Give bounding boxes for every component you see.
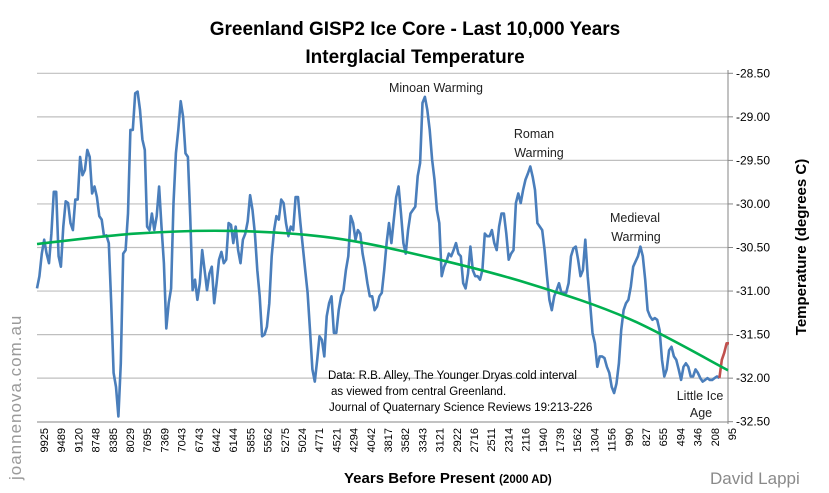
x-tick-label: 2922 <box>452 428 464 452</box>
x-tick-label: 8748 <box>91 428 103 452</box>
annotation-roman-line-1: Roman <box>514 127 554 141</box>
y-tick-label: -31.50 <box>736 328 770 342</box>
y-tick-label: -28.50 <box>736 66 770 80</box>
x-tick-label: 9489 <box>56 428 68 452</box>
x-tick-label: 4042 <box>366 428 378 452</box>
x-axis-title-main: Years Before Present <box>344 470 495 487</box>
x-tick-label: 3582 <box>400 428 412 452</box>
x-tick-label: 3817 <box>383 428 395 452</box>
x-tick-label: 1739 <box>555 428 567 452</box>
x-tick-label: 655 <box>658 428 670 446</box>
y-tick-label: -32.50 <box>736 415 770 429</box>
x-tick-label: 7043 <box>177 428 189 452</box>
x-tick-label: 5855 <box>245 428 257 452</box>
annotation-roman-line-2: Warming <box>514 146 564 160</box>
x-tick-label: 5562 <box>263 428 275 452</box>
x-tick-label: 5024 <box>297 428 309 452</box>
y-tick-label: -29.00 <box>736 110 770 124</box>
trend-line <box>36 229 729 372</box>
x-tick-labels: 9925 9489 9120 8748 8385 8029 7695 7369 7043 6743… <box>39 428 739 452</box>
annotation-little-ice-age-line-1: Little Ice <box>677 389 724 403</box>
x-tick-label: 8029 <box>125 428 137 452</box>
annotation-medieval-line-1: Medieval <box>610 211 660 225</box>
x-tick-label: 4521 <box>331 428 343 452</box>
y-tick-label: -30.50 <box>736 241 770 255</box>
x-axis-title: Years Before Present (2000 AD) <box>344 470 552 487</box>
source-note-line-2: as viewed from central Greenland. <box>331 386 506 398</box>
y-tick-labels: -28.50 -29.00 -29.50 -30.00 -30.50 -31.00 -31.… <box>736 66 770 428</box>
temperature-series-line <box>35 90 721 418</box>
x-tick-label: 6144 <box>228 428 240 452</box>
x-tick-label: 2116 <box>521 428 533 452</box>
x-tick-label: 1156 <box>607 428 619 452</box>
y-tick-label: -31.00 <box>736 284 770 298</box>
x-tick-label: 1562 <box>572 428 584 452</box>
series-lines <box>35 90 729 418</box>
x-tick-label: 3343 <box>417 428 429 452</box>
x-tick-label: 6743 <box>194 428 206 452</box>
y-axis-title: Temperature (degrees C) <box>793 159 810 335</box>
x-tick-label: 827 <box>641 428 653 446</box>
x-tick-label: 2716 <box>469 428 481 452</box>
x-axis-title-suffix: (2000 AD) <box>499 474 552 486</box>
y-tick-label: -30.00 <box>736 197 770 211</box>
watermark-site: joannenova.com.au <box>6 315 25 481</box>
x-tick-label: 990 <box>624 428 636 446</box>
chart-title-line-1: Greenland GISP2 Ice Core - Last 10,000 Y… <box>210 19 620 40</box>
x-tick-label: 8385 <box>108 428 120 452</box>
y-tick-label: -29.50 <box>736 153 770 167</box>
annotation-medieval-line-2: Warming <box>611 230 661 244</box>
x-tick-label: 95 <box>727 428 739 440</box>
x-tick-label: 2314 <box>503 428 515 452</box>
x-tick-label: 6442 <box>211 428 223 452</box>
x-tick-label: 4771 <box>314 428 326 452</box>
x-tick-label: 346 <box>693 428 705 446</box>
annotation-little-ice-age-line-2: Age <box>690 406 712 420</box>
x-tick-label: 7369 <box>159 428 171 452</box>
x-tick-label: 2511 <box>486 428 498 452</box>
x-tick-label: 3121 <box>435 428 447 452</box>
source-note-line-1: Data: R.B. Alley, The Younger Dryas cold… <box>328 370 577 382</box>
x-tick-label: 1940 <box>538 428 550 452</box>
chart-title-line-2: Interglacial Temperature <box>305 47 524 68</box>
x-tick-label: 9120 <box>73 428 85 452</box>
y-tick-label: -32.00 <box>736 371 770 385</box>
x-tick-label: 4294 <box>349 428 361 452</box>
x-tick-label: 5275 <box>280 428 292 452</box>
x-tick-label: 7695 <box>142 428 154 452</box>
x-tick-label: 1304 <box>589 428 601 452</box>
source-note-line-3: Journal of Quaternary Science Reviews 19… <box>329 402 592 414</box>
annotation-minoan-warming: Minoan Warming <box>389 81 483 95</box>
x-tick-label: 494 <box>675 428 687 446</box>
x-tick-label: 9925 <box>39 428 51 452</box>
x-tick-label: 208 <box>710 428 722 446</box>
watermark-author: David Lappi <box>710 469 800 488</box>
